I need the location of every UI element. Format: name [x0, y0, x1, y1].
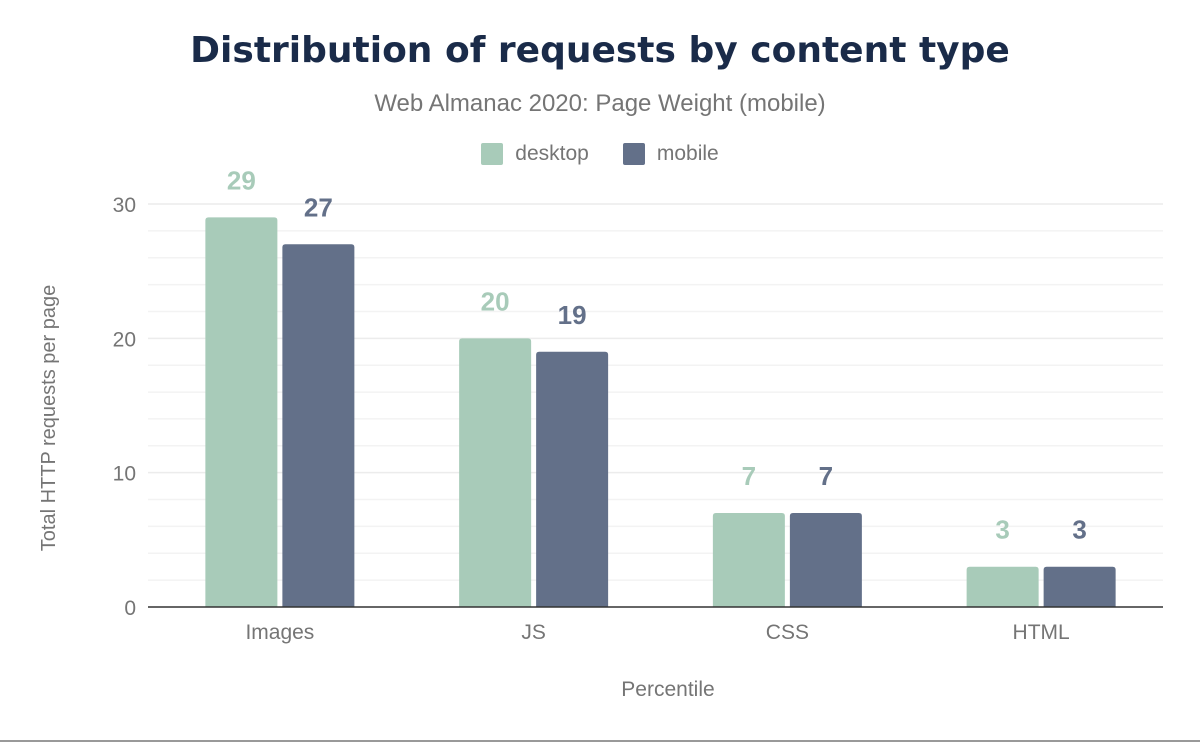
data-label-mobile: 7 — [819, 461, 833, 491]
data-label-mobile: 19 — [558, 300, 587, 330]
legend-item-desktop[interactable]: desktop — [481, 142, 589, 166]
data-label-mobile: 3 — [1072, 515, 1086, 545]
legend-item-mobile[interactable]: mobile — [622, 142, 719, 166]
y-tick-label: 20 — [113, 328, 136, 351]
y-tick-label: 0 — [124, 597, 136, 620]
x-tick-label: HTML — [1013, 621, 1070, 644]
bar-mobile — [789, 512, 862, 607]
bar-mobile — [1043, 566, 1116, 607]
bar-desktop — [712, 512, 785, 607]
chart-title: Distribution of requests by content type — [190, 30, 1010, 71]
x-tick-label: Images — [245, 621, 314, 644]
legend-label-desktop: desktop — [515, 142, 589, 165]
x-tick-label: JS — [521, 621, 546, 644]
chart-subtitle: Web Almanac 2020: Page Weight (mobile) — [374, 90, 826, 117]
bar-desktop — [205, 217, 278, 607]
bar-mobile — [536, 351, 609, 607]
divider — [0, 740, 1200, 742]
legend-label-mobile: mobile — [656, 142, 719, 165]
x-tick-label: CSS — [766, 621, 809, 644]
y-tick-label: 10 — [113, 463, 136, 486]
data-label-desktop: 3 — [995, 515, 1009, 545]
legend-swatch-mobile — [622, 143, 645, 165]
x-axis-title: Percentile — [621, 678, 714, 701]
y-axis-title: Total HTTP requests per page — [38, 285, 60, 551]
legend-swatch-desktop — [481, 143, 504, 165]
bar-desktop — [459, 338, 532, 607]
legend: desktop mobile — [0, 142, 1200, 166]
data-label-desktop: 7 — [742, 461, 756, 491]
bar-mobile — [282, 244, 355, 608]
y-tick-label: 30 — [113, 194, 136, 217]
bar-desktop — [966, 566, 1039, 607]
data-label-desktop: 29 — [227, 165, 256, 195]
data-label-mobile: 27 — [304, 192, 333, 222]
data-label-desktop: 20 — [481, 286, 510, 316]
